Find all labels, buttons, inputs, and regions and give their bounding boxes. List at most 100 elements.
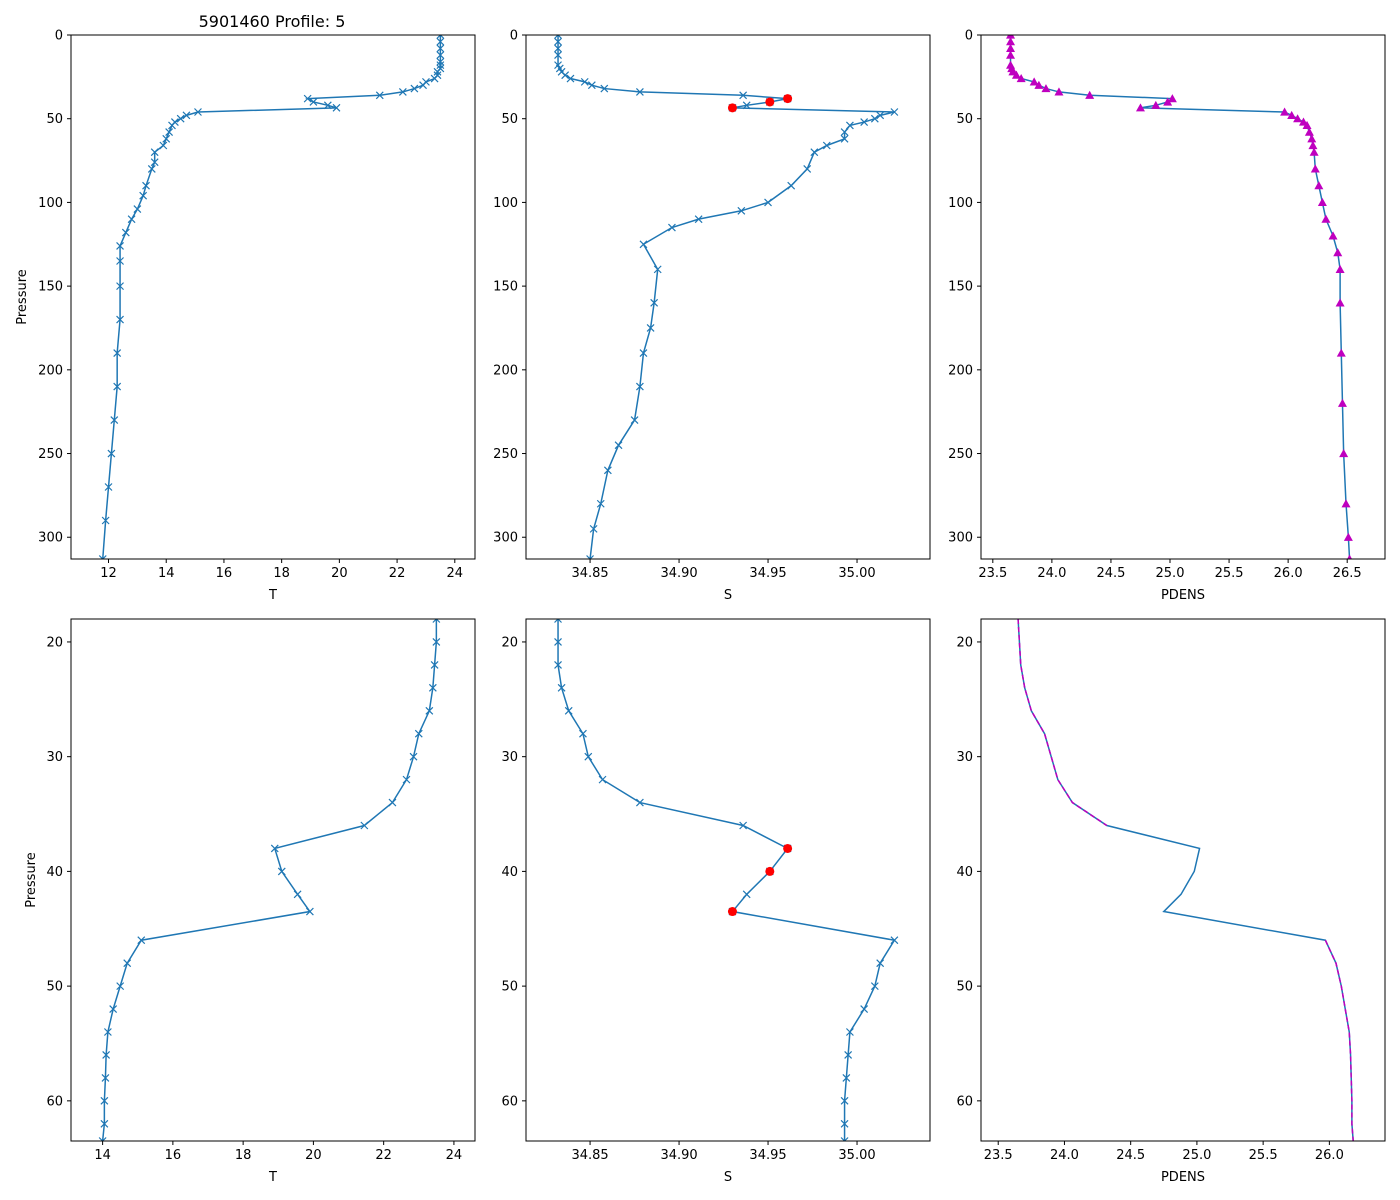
series-line <box>557 619 896 1141</box>
x-tick-label: 24.5 <box>1116 1148 1145 1163</box>
x-tick-label: 14 <box>158 566 175 581</box>
series-line <box>1017 619 1354 1141</box>
axes-frame <box>980 34 1386 560</box>
data-point <box>277 867 286 876</box>
data-point <box>600 84 609 93</box>
y-tick-label: 60 <box>501 1094 518 1109</box>
data-point <box>845 121 854 130</box>
data-point <box>270 844 279 853</box>
data-point <box>561 71 570 80</box>
y-tick-label: 250 <box>493 447 518 462</box>
data-point <box>150 148 159 157</box>
data-point <box>1041 84 1051 93</box>
x-tick-label: 24 <box>446 1148 463 1163</box>
data-point <box>1304 127 1314 136</box>
y-tick-label: 30 <box>956 750 973 765</box>
data-point <box>1328 231 1338 240</box>
data-point <box>890 108 899 116</box>
data-point <box>1006 50 1016 59</box>
data-point <box>630 416 639 424</box>
data-point <box>100 1096 109 1105</box>
data-point <box>694 215 703 224</box>
plot-area <box>98 35 445 559</box>
data-point <box>584 752 593 761</box>
x-tick-label: 25.0 <box>1182 1148 1211 1163</box>
plot-area <box>554 619 899 1141</box>
data-point <box>1337 398 1347 407</box>
data-point <box>398 87 407 96</box>
data-point <box>142 181 150 190</box>
data-point <box>414 729 423 738</box>
y-tick-label: 300 <box>493 531 518 546</box>
flagged-point <box>783 94 793 104</box>
data-point <box>332 103 341 112</box>
data-point <box>764 198 772 207</box>
x-tick-label: 26.0 <box>1274 566 1303 581</box>
y-tick-label: 20 <box>46 635 63 650</box>
subplot-bottom-PDENS: 23.5 24.0 24.5 25.0 25.5 26.0 20 30 40 50 60 PDENS <box>956 618 1386 1185</box>
data-point <box>123 959 132 968</box>
data-point <box>1011 70 1021 79</box>
data-point <box>116 257 124 265</box>
data-point <box>1302 120 1312 130</box>
data-point <box>1307 134 1317 143</box>
dashed-overlay-line <box>1017 619 1108 827</box>
data-point <box>668 223 676 232</box>
x-tick-label: 25.5 <box>1249 1148 1278 1163</box>
data-point <box>107 449 116 458</box>
data-point <box>116 282 124 291</box>
x-tick-label: 25.5 <box>1215 566 1244 581</box>
dashed-overlay-line <box>1324 939 1354 1141</box>
data-point <box>1167 94 1177 103</box>
axes-frame <box>525 618 931 1142</box>
y-tick-label: 100 <box>948 196 973 211</box>
data-point <box>121 228 130 237</box>
data-point <box>133 205 142 214</box>
axes-frame <box>70 34 476 560</box>
data-point <box>580 77 589 86</box>
data-point <box>409 752 418 761</box>
x-tick-label: 22 <box>375 1148 392 1163</box>
x-tick-label: 25.0 <box>1156 566 1185 581</box>
data-point <box>1339 449 1349 458</box>
x-tick-label: 18 <box>273 566 290 581</box>
data-point <box>98 555 107 559</box>
data-point <box>109 1005 118 1013</box>
data-point <box>1135 103 1145 112</box>
data-point <box>876 111 885 120</box>
y-axis-label: Pressure <box>24 852 39 908</box>
data-point <box>840 128 849 137</box>
data-point <box>844 1051 853 1059</box>
flagged-point <box>765 97 775 107</box>
x-tick-label: 34.90 <box>660 566 697 581</box>
subplot-top-PDENS: 23.5 24.0 24.5 25.0 25.5 26.0 26.5 0 50 100 150 200… <box>948 29 1386 603</box>
x-axis-label: S <box>724 588 732 603</box>
data-point <box>137 936 146 945</box>
data-point <box>432 619 441 623</box>
y-tick-label: 250 <box>948 447 973 462</box>
data-point <box>116 315 124 324</box>
data-point <box>739 91 748 100</box>
data-point <box>113 349 122 358</box>
data-point <box>554 37 562 46</box>
series-line <box>101 35 442 559</box>
data-point <box>557 683 566 692</box>
data-point <box>876 959 885 968</box>
data-point <box>840 1137 849 1141</box>
data-point <box>1333 248 1343 257</box>
x-tick-label: 22 <box>389 566 406 581</box>
data-point <box>639 240 648 249</box>
data-point <box>1317 197 1327 207</box>
data-point <box>1336 348 1346 357</box>
y-tick-label: 200 <box>948 363 973 378</box>
x-tick-label: 34.95 <box>749 566 786 581</box>
x-tick-label: 23.5 <box>978 566 1007 581</box>
x-tick-label: 34.85 <box>571 1148 608 1163</box>
x-tick-label: 34.85 <box>571 566 608 581</box>
data-point <box>1034 80 1044 89</box>
data-point <box>840 1119 849 1128</box>
x-tick-label: 16 <box>165 1148 182 1163</box>
data-point <box>1321 214 1331 223</box>
data-point <box>101 1073 110 1082</box>
data-point <box>194 108 202 116</box>
